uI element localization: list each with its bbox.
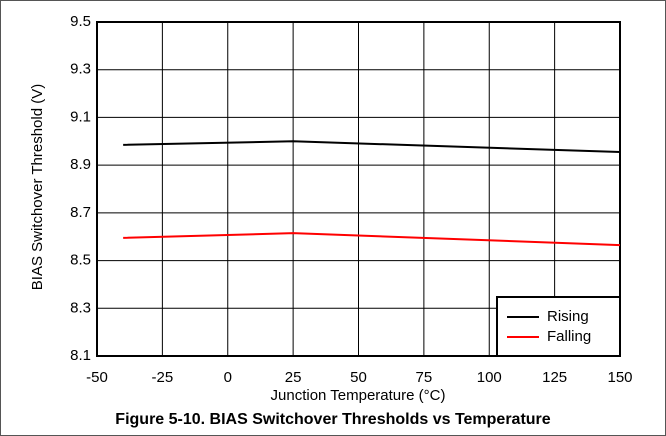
x-tick-label: 125 (542, 369, 567, 386)
series-line (123, 232, 621, 247)
y-axis-label: BIAS Switchover Threshold (V) (29, 84, 46, 290)
plot-border (96, 21, 621, 357)
x-tick-label: 25 (285, 369, 302, 386)
x-tick-label: 0 (224, 369, 232, 386)
chart-title: Figure 5-10. BIAS Switchover Thresholds … (115, 411, 550, 428)
legend-label: Falling (547, 328, 591, 345)
y-tick-label: 8.3 (70, 299, 91, 316)
y-tick-label: 9.3 (70, 61, 91, 78)
x-tick-label: -25 (152, 369, 174, 386)
x-tick-label: 75 (416, 369, 433, 386)
y-tick-label: 8.1 (70, 347, 91, 364)
legend-label: Rising (547, 308, 589, 325)
x-tick-label: 100 (477, 369, 502, 386)
series-line (123, 140, 621, 154)
x-tick-label: 50 (350, 369, 367, 386)
legend-box (496, 296, 621, 357)
y-tick-label: 9.1 (70, 108, 91, 125)
y-tick-label: 8.7 (70, 204, 91, 221)
y-tick-label: 9.5 (70, 13, 91, 30)
x-axis-label: Junction Temperature (°C) (271, 387, 446, 404)
y-tick-label: 8.5 (70, 252, 91, 269)
x-tick-label: -50 (86, 369, 108, 386)
y-tick-label: 8.9 (70, 156, 91, 173)
x-tick-label: 150 (607, 369, 632, 386)
